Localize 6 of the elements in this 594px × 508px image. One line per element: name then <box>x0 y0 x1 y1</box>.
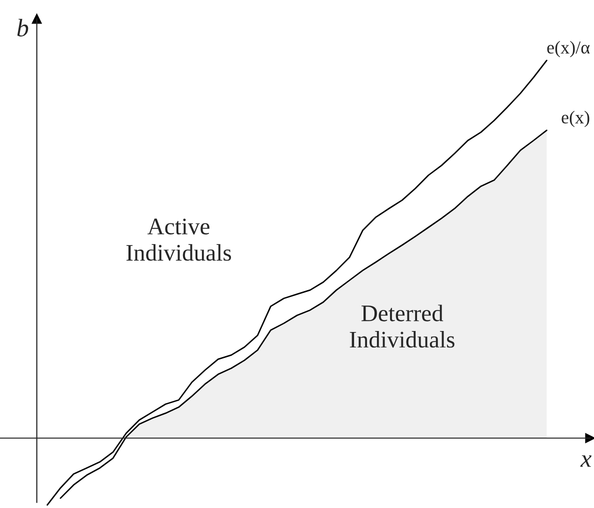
annotation: Active Individuals <box>126 218 231 261</box>
y-axis-title: b <box>17 18 28 36</box>
series-label: e(x)/α <box>547 40 590 58</box>
series-label: e(x) <box>562 110 590 128</box>
x-axis-title: x <box>580 455 592 467</box>
annotation: Deterred Individuals <box>350 304 454 348</box>
